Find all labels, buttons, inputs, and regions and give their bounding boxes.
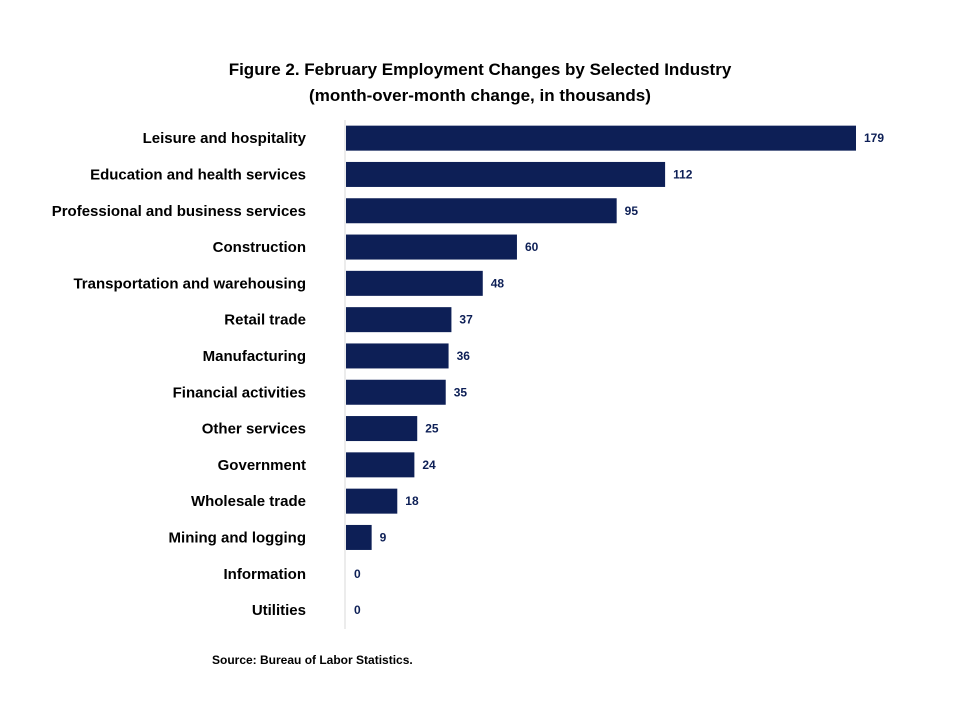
category-label: Financial activities [173, 384, 306, 401]
category-label: Information [224, 566, 307, 583]
category-label: Transportation and warehousing [73, 275, 306, 292]
chart-title: Figure 2. February Employment Changes by… [228, 60, 732, 79]
category-label: Leisure and hospitality [143, 130, 307, 147]
data-label: 37 [459, 313, 473, 327]
data-label: 35 [454, 385, 468, 399]
data-label: 0 [354, 567, 361, 581]
data-label: 95 [625, 204, 639, 218]
data-label: 18 [405, 494, 419, 508]
data-label: 36 [457, 349, 471, 363]
chart-subtitle: (month-over-month change, in thousands) [309, 86, 651, 105]
data-label: 24 [422, 458, 436, 472]
bar [346, 416, 418, 442]
data-label: 112 [673, 167, 693, 181]
category-label: Retail trade [224, 312, 306, 329]
category-label: Other services [202, 421, 306, 438]
category-label: Education and health services [90, 166, 306, 183]
data-label: 9 [380, 530, 387, 544]
category-label: Construction [213, 239, 306, 256]
data-label: 0 [354, 603, 361, 617]
bar [346, 524, 372, 550]
data-label: 25 [425, 422, 439, 436]
data-label: 48 [491, 276, 505, 290]
bar [346, 452, 415, 478]
category-label: Wholesale trade [191, 493, 306, 510]
category-label: Professional and business services [52, 203, 306, 220]
bar [346, 161, 666, 187]
bar [346, 307, 452, 333]
data-label: 179 [864, 131, 884, 145]
bar [346, 234, 517, 260]
bar [346, 488, 398, 514]
bar [346, 343, 449, 369]
source-note: Source: Bureau of Labor Statistics. [212, 653, 413, 667]
bar [346, 125, 856, 151]
data-label: 60 [525, 240, 539, 254]
category-label: Mining and logging [169, 529, 306, 546]
bar [346, 379, 446, 405]
bar [346, 270, 483, 296]
category-label: Manufacturing [203, 348, 306, 365]
category-label: Government [218, 457, 306, 474]
bar [346, 198, 617, 224]
category-label: Utilities [252, 602, 306, 619]
